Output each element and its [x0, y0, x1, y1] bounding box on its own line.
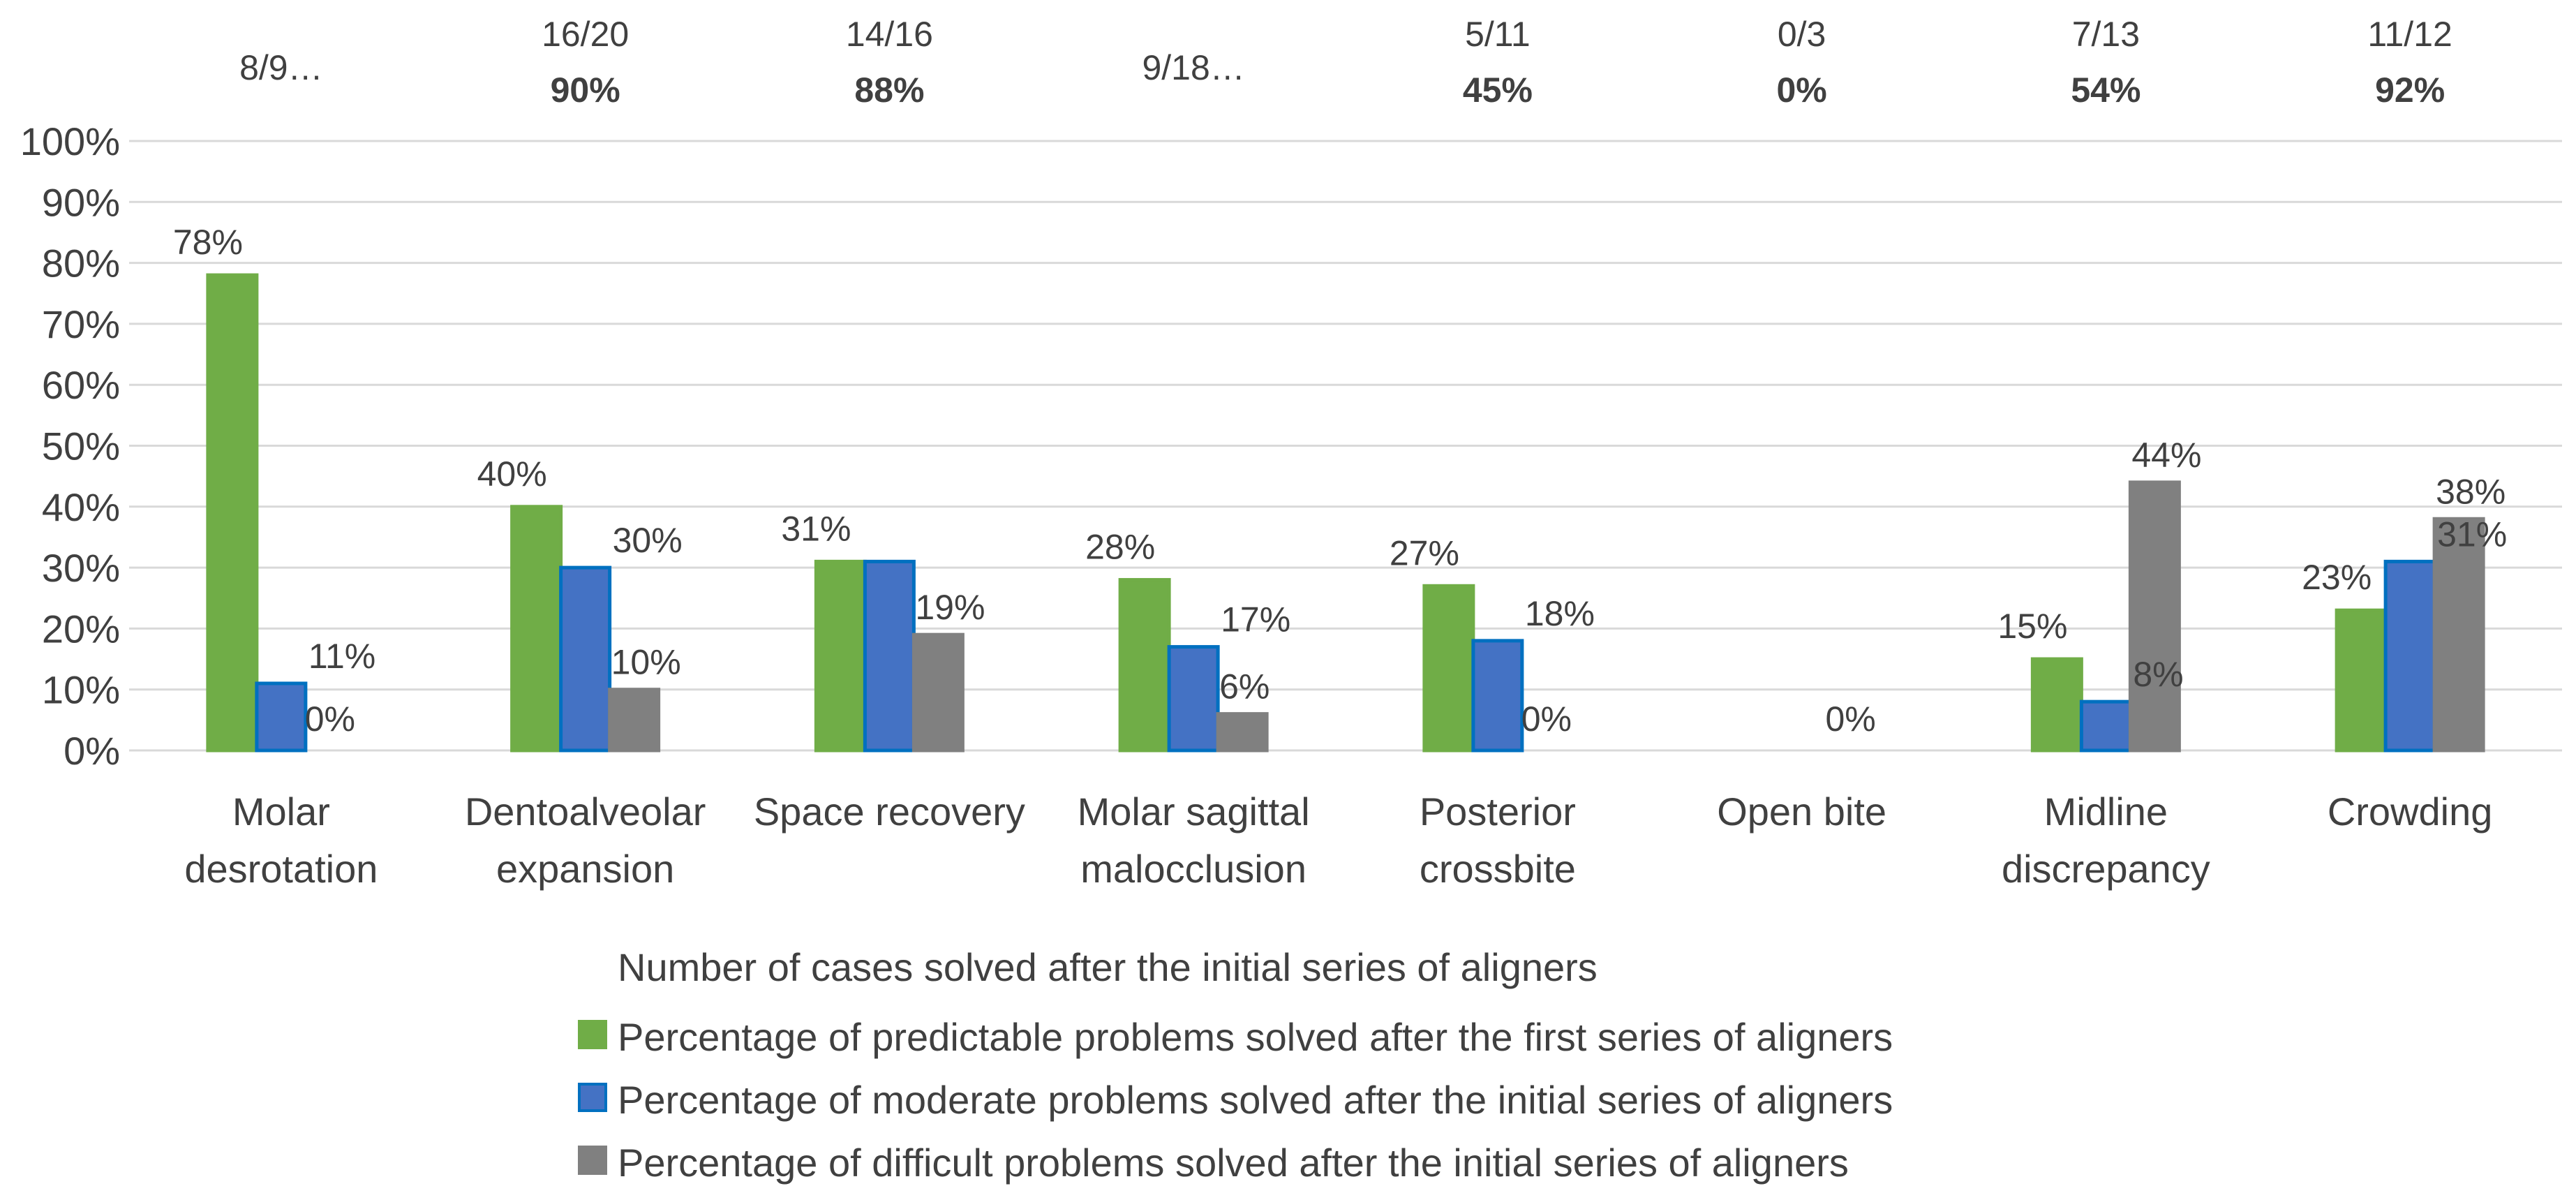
- bar: [2030, 657, 2083, 753]
- legend-label: Percentage of moderate problems solved a…: [618, 1078, 1893, 1122]
- top-percent-label: 92%: [2375, 71, 2445, 110]
- top-fraction-label: 9/18…: [1142, 48, 1244, 87]
- data-label: 40%: [477, 454, 547, 494]
- x-axis: Molar desrotation Dentoalveolar expansion Sp…: [184, 790, 2492, 891]
- top-fraction-label: 5/11: [1465, 15, 1531, 54]
- data-label: 44%: [2131, 436, 2201, 475]
- legend-title: Number of cases solved after the initial…: [618, 945, 1598, 989]
- bar: [1471, 639, 1524, 753]
- data-label: 28%: [1085, 528, 1155, 567]
- data-label: 0%: [1521, 699, 1572, 739]
- data-label: 10%: [611, 643, 681, 682]
- data-labels: 78% 40% 31% 28% 27% 15% 23% 11% 30% 17% 18% 8% 31% 0%…: [173, 223, 2507, 739]
- legend-swatch: [578, 1083, 607, 1112]
- bar: [863, 559, 916, 753]
- data-label: 23%: [2302, 558, 2372, 597]
- bar: [2335, 608, 2388, 753]
- top-percent-label: 90%: [551, 71, 620, 110]
- bar: [1167, 645, 1220, 753]
- data-label: 19%: [915, 588, 985, 627]
- category-label: Crowding: [2328, 790, 2493, 834]
- top-fraction-label: 11/12: [2367, 15, 2452, 54]
- top-labels: 8/9… 16/20 90% 14/16 88% 9/18… 5/11 45% 0/3 0% 7/1…: [239, 15, 2452, 110]
- top-fraction-label: 7/13: [2072, 15, 2140, 54]
- top-percent-label: 45%: [1463, 71, 1533, 110]
- category-label: malocclusion: [1080, 847, 1306, 891]
- y-tick-label: 10%: [42, 668, 120, 712]
- data-label: 31%: [781, 509, 851, 548]
- legend: Number of cases solved after the initial…: [578, 945, 1893, 1185]
- legend-label: Percentage of difficult problems solved …: [618, 1141, 1849, 1185]
- y-tick-label: 60%: [42, 363, 120, 407]
- category-label: Open bite: [1717, 790, 1886, 834]
- category-label: crossbite: [1420, 847, 1576, 891]
- data-label: 38%: [2436, 472, 2506, 511]
- y-tick-label: 20%: [42, 607, 120, 651]
- data-label: 17%: [1221, 600, 1290, 639]
- bar: [1216, 712, 1269, 753]
- y-tick-label: 0%: [64, 729, 120, 773]
- bars: [206, 273, 2485, 753]
- legend-swatch: [578, 1020, 607, 1049]
- y-axis: 0% 10% 20% 30% 40% 50% 60% 70% 80% 90% 100%: [20, 119, 120, 773]
- data-label: 0%: [1825, 699, 1875, 739]
- top-fraction-label: 0/3: [1778, 15, 1826, 54]
- top-fraction-label: 16/20: [542, 15, 629, 54]
- category-label: Posterior: [1420, 790, 1576, 834]
- y-tick-label: 70%: [42, 302, 120, 346]
- y-tick-label: 90%: [42, 180, 120, 224]
- bar: [255, 681, 308, 753]
- data-label: 0%: [305, 699, 355, 739]
- legend-swatch: [578, 1146, 607, 1175]
- category-label: desrotation: [184, 847, 378, 891]
- bar: [510, 505, 563, 753]
- data-label: 78%: [173, 223, 243, 262]
- bar: [911, 632, 965, 753]
- bar: [206, 273, 259, 753]
- bar: [2383, 559, 2436, 753]
- category-label: Molar: [232, 790, 330, 834]
- category-label: Dentoalveolar: [465, 790, 706, 834]
- top-percent-label: 54%: [2071, 71, 2141, 110]
- y-tick-label: 30%: [42, 546, 120, 590]
- top-fraction-label: 8/9…: [239, 48, 323, 87]
- data-label: 8%: [2133, 655, 2183, 694]
- y-tick-label: 40%: [42, 485, 120, 529]
- top-fraction-label: 14/16: [846, 15, 933, 54]
- legend-label: Percentage of predictable problems solve…: [618, 1015, 1893, 1059]
- top-percent-label: 0%: [1776, 71, 1826, 110]
- category-label: discrepancy: [2002, 847, 2210, 891]
- bar: [2432, 517, 2485, 753]
- category-label: Space recovery: [754, 790, 1025, 834]
- category-label: Midline: [2044, 790, 2168, 834]
- top-percent-label: 88%: [854, 71, 924, 110]
- category-label: expansion: [496, 847, 674, 891]
- data-label: 15%: [1997, 607, 2067, 646]
- y-tick-label: 100%: [20, 119, 120, 163]
- category-label: Molar sagittal: [1078, 790, 1310, 834]
- bar: [2128, 480, 2181, 753]
- bar: [1118, 578, 1171, 753]
- data-label: 11%: [308, 637, 375, 676]
- bar: [814, 559, 867, 753]
- bar: [2079, 699, 2132, 753]
- bar: [1422, 584, 1475, 753]
- bar: [608, 688, 661, 753]
- data-label: 30%: [613, 521, 683, 560]
- y-tick-label: 50%: [42, 424, 120, 468]
- data-label: 18%: [1525, 594, 1595, 633]
- data-label: 6%: [1219, 667, 1270, 706]
- bar: [559, 565, 612, 753]
- data-label: 27%: [1390, 533, 1459, 572]
- data-label: 31%: [2437, 514, 2507, 554]
- y-tick-label: 80%: [42, 242, 120, 286]
